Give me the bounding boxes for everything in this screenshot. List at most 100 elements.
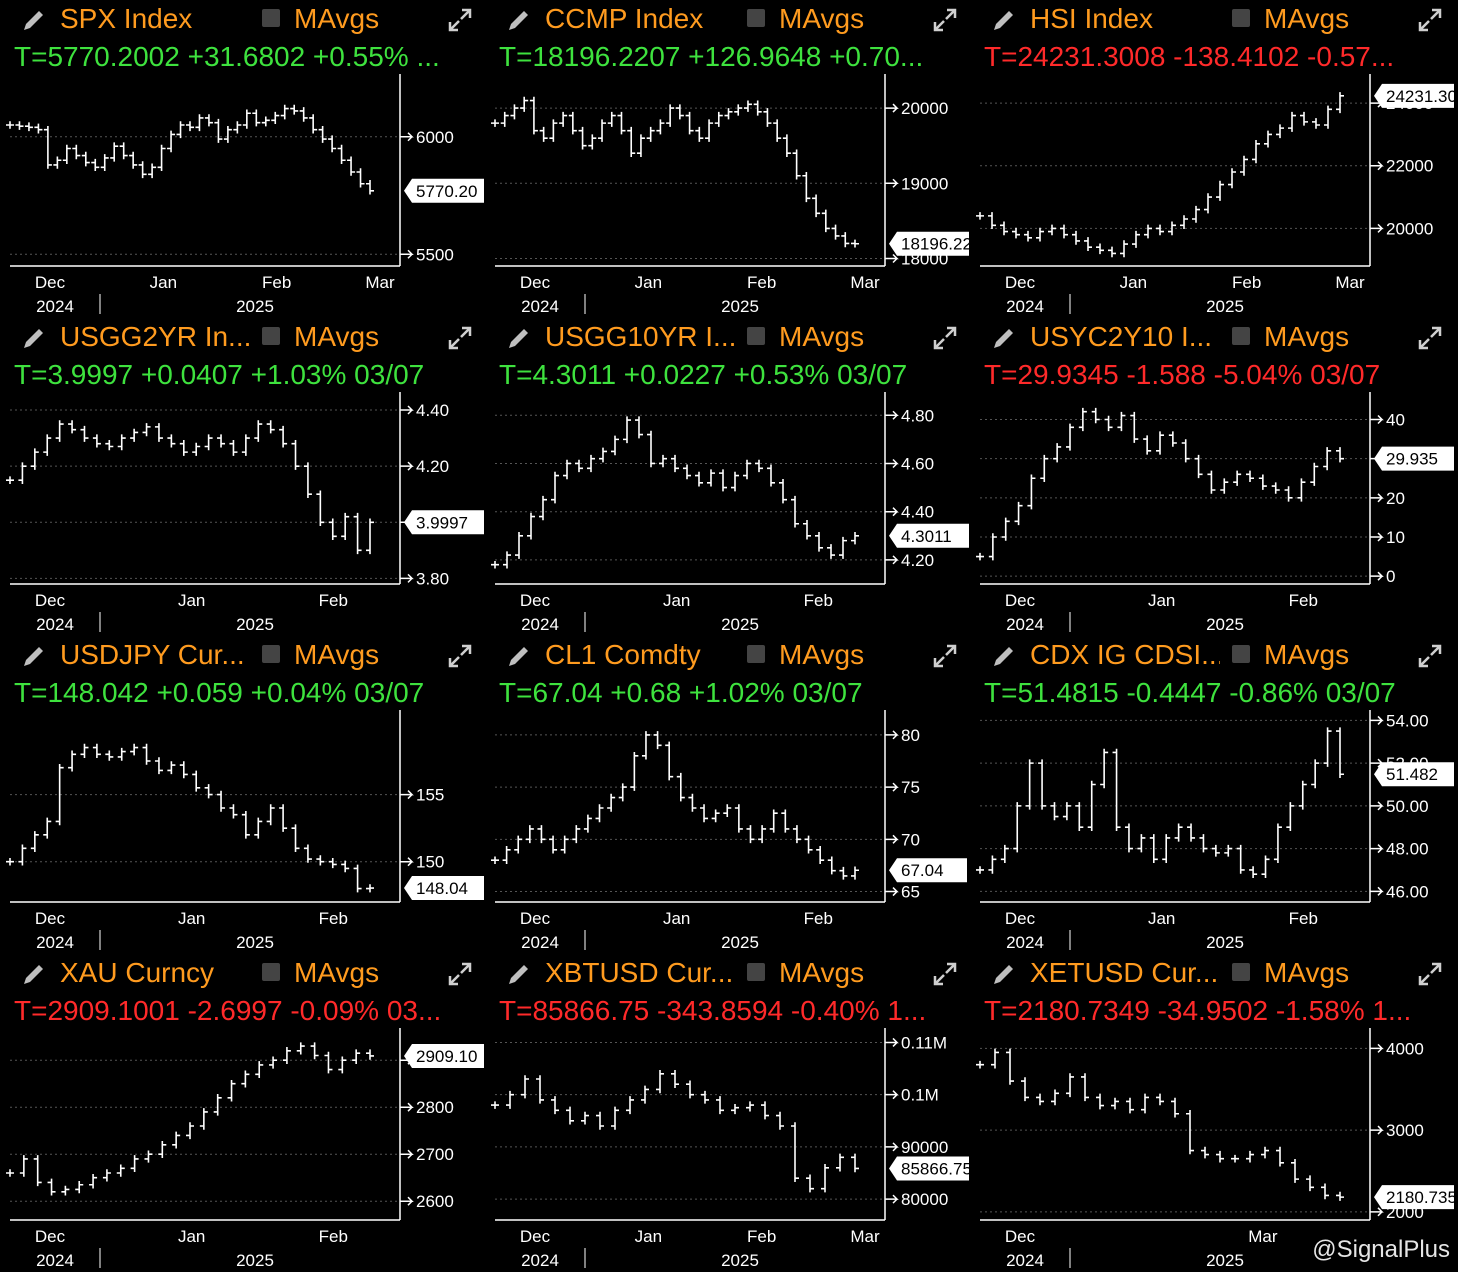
expand-icon[interactable]	[446, 642, 474, 670]
panel-title[interactable]: XETUSD Cur...	[1030, 957, 1219, 988]
mavgs-checkbox[interactable]	[1232, 9, 1250, 27]
chart-panel[interactable]: XETUSD Cur... MAvgs T=2180.7349 -34.9502…	[970, 954, 1454, 1272]
price-bar	[1252, 140, 1260, 164]
price-chart[interactable]: 54.0052.0050.0048.0046.0051.482DecJanFeb…	[970, 710, 1454, 954]
mavgs-label[interactable]: MAvgs	[779, 321, 865, 352]
expand-icon[interactable]	[446, 6, 474, 34]
y-tick-label: 4.20	[901, 551, 934, 570]
panel-title[interactable]: XBTUSD Cur...	[545, 957, 734, 988]
pencil-icon[interactable]	[20, 960, 48, 988]
panel-title[interactable]: USDJPY Cur...	[60, 639, 245, 670]
price-chart[interactable]: 6000 5500 5770.20 Dec Jan Feb Mar 2024 2025	[0, 74, 484, 318]
expand-icon[interactable]	[1416, 642, 1444, 670]
price-bar	[157, 144, 166, 172]
price-bar	[656, 1070, 664, 1094]
price-bar	[130, 1155, 139, 1173]
mavgs-label[interactable]: MAvgs	[779, 3, 865, 34]
panel-title[interactable]: XAU Curncy	[60, 957, 215, 988]
mavgs-checkbox[interactable]	[747, 963, 765, 981]
chart-panel[interactable]: USGG2YR In... MAvgs T=3.9997 +0.0407 +1.…	[0, 318, 484, 636]
mavgs-checkbox[interactable]	[747, 645, 765, 663]
mavgs-label[interactable]: MAvgs	[1264, 639, 1350, 670]
mavgs-checkbox[interactable]	[747, 327, 765, 345]
chart-panel[interactable]: USYC2Y10 I... MAvgs T=29.9345 -1.588 -5.…	[970, 318, 1454, 636]
x-month-label: Dec	[520, 591, 551, 610]
panel-title[interactable]: HSI Index	[1030, 3, 1153, 34]
chart-panel[interactable]: CCMP Index MAvgs T=18196.2207 +126.9648 …	[485, 0, 969, 318]
mavgs-checkbox[interactable]	[262, 963, 280, 981]
expand-icon[interactable]	[931, 960, 959, 988]
expand-icon[interactable]	[931, 324, 959, 352]
expand-icon[interactable]	[931, 642, 959, 670]
panel-title[interactable]: SPX Index	[60, 3, 193, 34]
chart-panel[interactable]: XAU Curncy MAvgs T=2909.1001 -2.6997 -0.…	[0, 954, 484, 1272]
pencil-icon[interactable]	[990, 960, 1018, 988]
price-chart[interactable]: 0.11M 0.1M 90000 80000 85866.75 Dec Jan Feb Mar 2…	[485, 1028, 969, 1272]
mavgs-label[interactable]: MAvgs	[1264, 321, 1350, 352]
pencil-icon[interactable]	[505, 324, 533, 352]
expand-icon[interactable]	[446, 960, 474, 988]
mavgs-label[interactable]: MAvgs	[294, 3, 380, 34]
mavgs-checkbox[interactable]	[1232, 963, 1250, 981]
chart-panel[interactable]: USDJPY Cur... MAvgs T=148.042 +0.059 +0.…	[0, 636, 484, 954]
price-bar	[1240, 155, 1248, 176]
y-tick-label: 4.40	[416, 401, 449, 420]
pencil-icon[interactable]	[505, 960, 533, 988]
chart-panel[interactable]: XBTUSD Cur... MAvgs T=85866.75 -343.8594…	[485, 954, 969, 1272]
expand-icon[interactable]	[446, 324, 474, 352]
pencil-icon[interactable]	[20, 6, 48, 34]
price-bar	[1137, 834, 1146, 853]
pencil-icon[interactable]	[505, 6, 533, 34]
chart-panel[interactable]: CDX IG CDSI... MAvgs T=51.4815 -0.4447 -…	[970, 636, 1454, 954]
panel-title[interactable]: USYC2Y10 I...	[1030, 321, 1213, 352]
pencil-icon[interactable]	[990, 6, 1018, 34]
price-chart[interactable]: 80 75 70 65 67.04 Dec Jan Feb 2024 2025	[485, 710, 969, 954]
mavgs-checkbox[interactable]	[262, 645, 280, 663]
mavgs-checkbox[interactable]	[747, 9, 765, 27]
pencil-icon[interactable]	[20, 642, 48, 670]
mavgs-checkbox[interactable]	[262, 327, 280, 345]
mavgs-label[interactable]: MAvgs	[1264, 3, 1350, 34]
chart-panel[interactable]: HSI Index MAvgs T=24231.3008 -138.4102 -…	[970, 0, 1454, 318]
price-chart[interactable]: 4.80 4.60 4.40 4.20 4.3011 Dec Jan Feb 2024 2025	[485, 392, 969, 636]
mavgs-label[interactable]: MAvgs	[294, 957, 380, 988]
price-bar	[630, 752, 639, 791]
price-chart[interactable]: 155 150 148.04 Dec Jan Feb 2024 2025	[0, 710, 484, 954]
mavgs-label[interactable]: MAvgs	[294, 639, 380, 670]
chart-panel[interactable]: CL1 Comdty MAvgs T=67.04 +0.68 +1.02% 03…	[485, 636, 969, 954]
expand-icon[interactable]	[1416, 324, 1444, 352]
pencil-icon[interactable]	[505, 642, 533, 670]
panel-title[interactable]: CCMP Index	[545, 3, 704, 34]
expand-icon[interactable]	[1416, 6, 1444, 34]
mavgs-checkbox[interactable]	[1232, 327, 1250, 345]
expand-icon[interactable]	[1416, 960, 1444, 988]
mavgs-checkbox[interactable]	[262, 9, 280, 27]
chart-panel[interactable]: USGG10YR I... MAvgs T=4.3011 +0.0227 +0.…	[485, 318, 969, 636]
mavgs-checkbox[interactable]	[1232, 645, 1250, 663]
pencil-icon[interactable]	[990, 324, 1018, 352]
mavgs-label[interactable]: MAvgs	[1264, 957, 1350, 988]
price-bar	[988, 212, 996, 230]
expand-icon[interactable]	[931, 6, 959, 34]
price-bar	[743, 459, 751, 480]
mavgs-label[interactable]: MAvgs	[779, 639, 865, 670]
x-year-label: 2024	[1006, 297, 1044, 316]
pencil-icon[interactable]	[20, 324, 48, 352]
panel-title[interactable]: USGG2YR In...	[60, 321, 250, 352]
price-chart[interactable]: 24000220002000024231.30DecJanFebMar20242…	[970, 74, 1454, 318]
panel-title[interactable]: USGG10YR I...	[545, 321, 735, 352]
mavgs-label[interactable]: MAvgs	[779, 957, 865, 988]
x-month-label: Dec	[520, 1227, 551, 1246]
mavgs-label[interactable]: MAvgs	[294, 321, 380, 352]
chart-panel[interactable]: SPX Index MAvgs T=5770.2002 +31.6802 +0.…	[0, 0, 484, 318]
pencil-icon[interactable]	[990, 642, 1018, 670]
panel-title[interactable]: CDX IG CDSI...	[1030, 639, 1220, 670]
y-tick-mark	[400, 573, 414, 583]
price-bar	[1236, 844, 1245, 874]
panel-title[interactable]: CL1 Comdty	[545, 639, 701, 670]
